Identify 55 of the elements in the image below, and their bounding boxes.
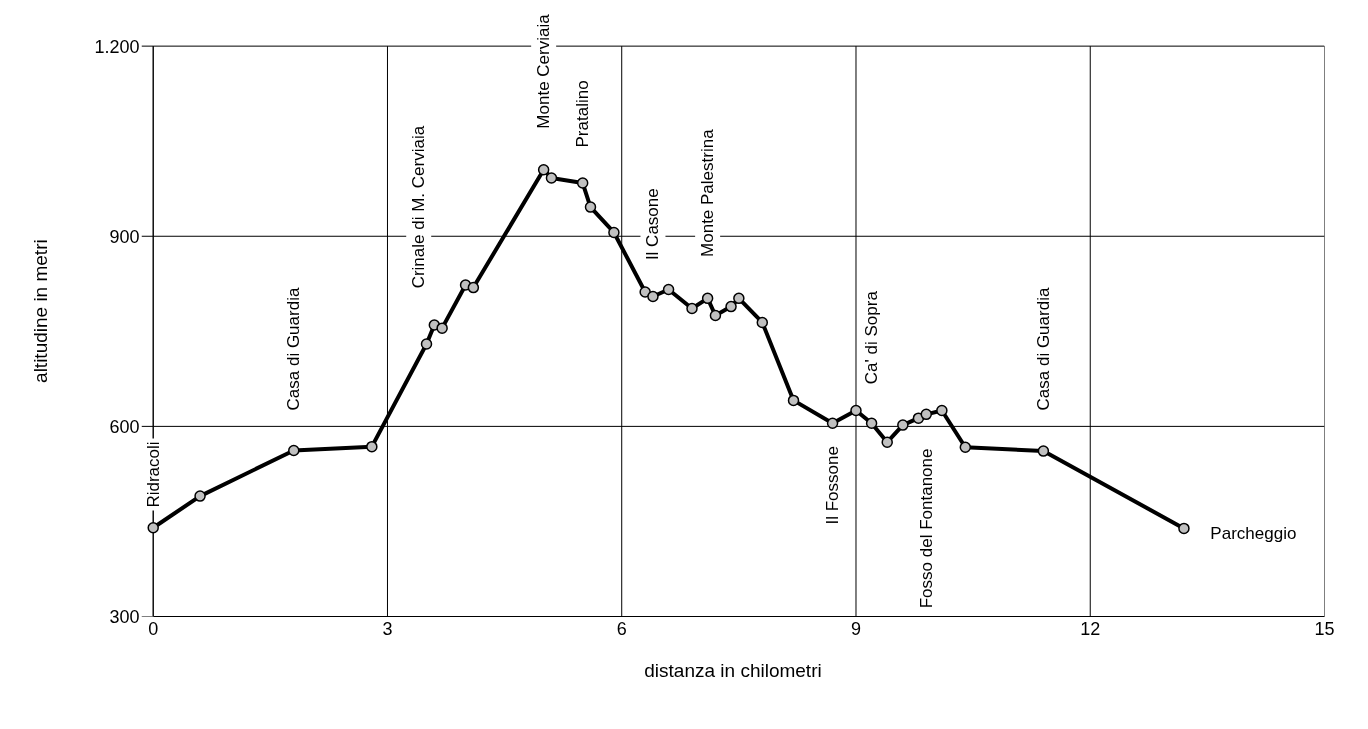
annotation: Parcheggio: [1210, 523, 1297, 543]
x-axis-title: distanza in chilometri: [644, 659, 822, 681]
point: [686, 302, 698, 315]
point: [584, 201, 597, 213]
point: [647, 290, 659, 303]
point: [662, 283, 675, 296]
point: [865, 417, 878, 429]
point: [826, 417, 839, 429]
annotation: Pratalino: [573, 80, 593, 148]
point: [701, 292, 714, 305]
annotation: Casa di Guardia: [1033, 287, 1053, 411]
y-tick-label: 600: [109, 416, 140, 437]
point: [959, 441, 972, 454]
annotation: Casa di Guardia: [284, 287, 304, 411]
annotation: Ridracoli: [143, 441, 163, 508]
point: [897, 419, 909, 431]
point: [881, 436, 893, 448]
point: [850, 404, 862, 417]
point: [194, 490, 206, 502]
point: [1178, 522, 1190, 535]
point: [725, 300, 737, 313]
point: [733, 292, 745, 305]
annotation: Monte Cerviaia: [534, 13, 554, 129]
point: [288, 444, 300, 457]
annotation: Il Casone: [643, 188, 663, 261]
point: [936, 404, 948, 417]
point: [366, 440, 378, 453]
y-tick-label: 900: [109, 226, 140, 247]
point: [576, 177, 589, 189]
annotation: Fosso del Fontanone: [916, 448, 936, 609]
annotation: Ca' di Sopra: [862, 290, 882, 385]
y-tick-label: 300: [109, 607, 140, 627]
point: [787, 394, 800, 407]
x-tick-label: 0: [148, 618, 159, 639]
x-tick-label: 3: [382, 618, 393, 639]
point: [608, 226, 620, 239]
point: [756, 316, 769, 329]
point: [537, 163, 550, 176]
x-tick-label: 9: [850, 618, 861, 639]
annotation: Crinale di M. Cerviaia: [409, 125, 429, 289]
point: [467, 281, 480, 294]
x-tick-label: 6: [616, 618, 627, 639]
point: [147, 522, 159, 534]
point: [709, 309, 722, 322]
point: [920, 408, 933, 421]
annotation: Il Fossone: [823, 446, 843, 525]
y-axis-title: altitudine in metri: [30, 239, 52, 383]
x-tick-label: 12: [1080, 618, 1101, 639]
annotation: Monte Palestrina: [698, 128, 718, 257]
point: [545, 172, 558, 184]
y-tick-label: 1.200: [94, 36, 140, 57]
point: [1037, 445, 1050, 457]
point: [436, 322, 448, 334]
point: [420, 338, 433, 350]
x-tick-label: 15: [1314, 618, 1335, 639]
